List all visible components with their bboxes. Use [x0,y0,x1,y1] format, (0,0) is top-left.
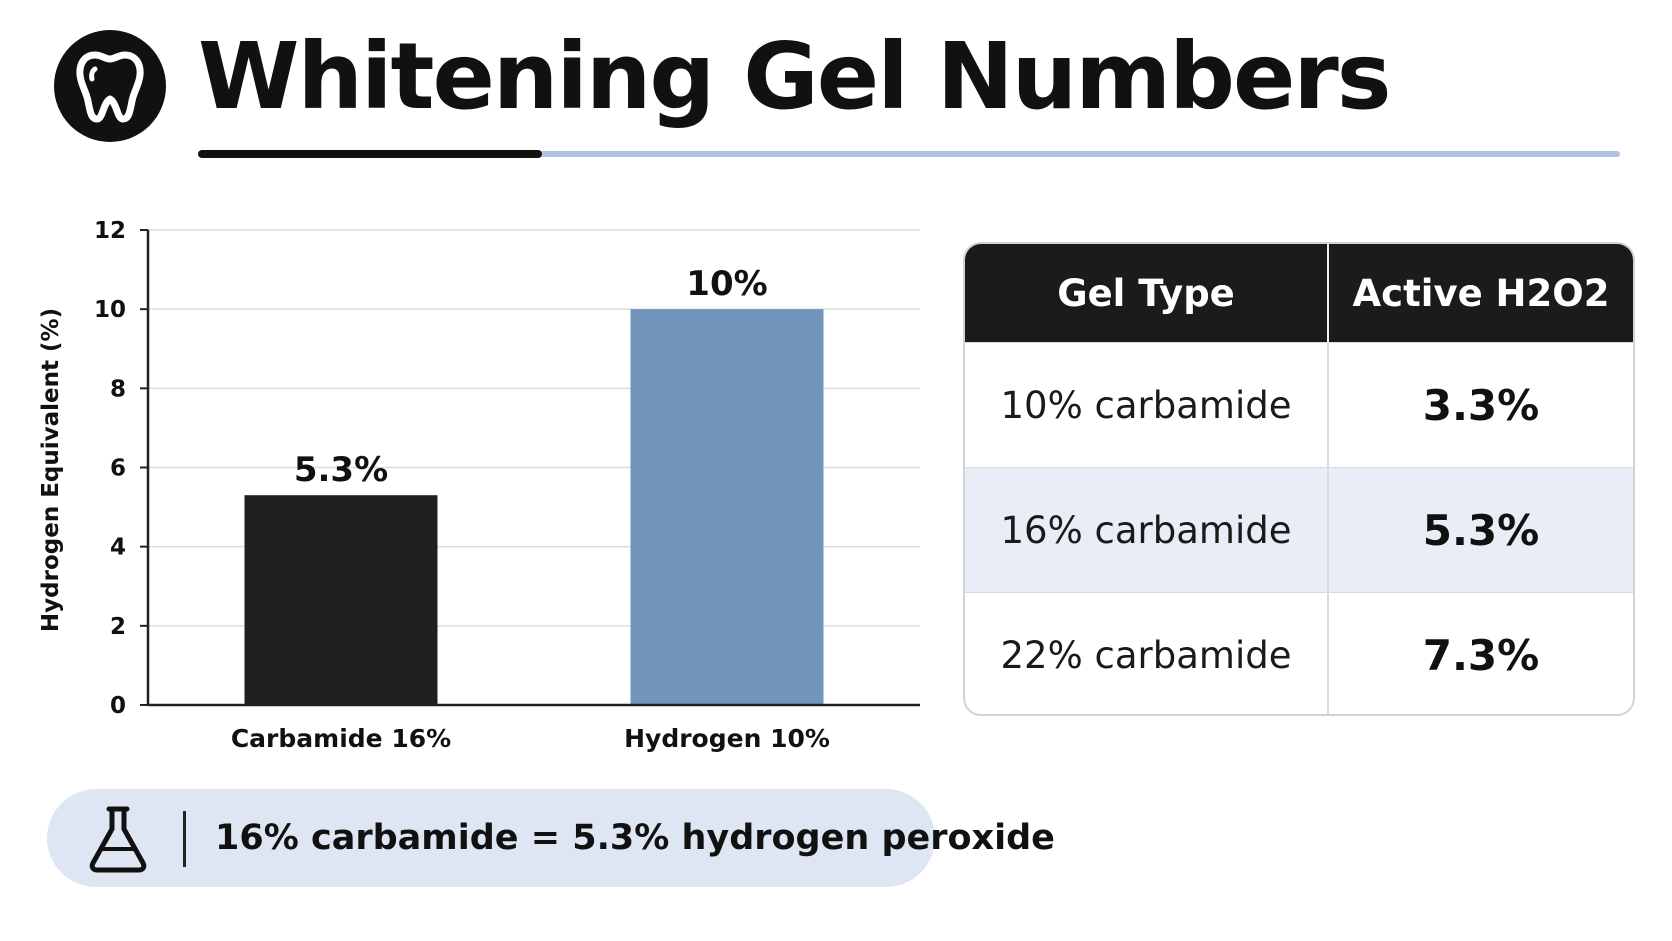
gel-table: Gel Type Active H2O2 10% carbamide 3.3% … [965,244,1633,714]
bar-data-label: 5.3% [294,450,388,490]
y-tick-label: 10 [94,297,126,323]
title-underline-accent [198,150,542,158]
tooth-icon [54,30,166,142]
column-header-gel-type: Gel Type [965,244,1329,343]
title-underline [198,151,1620,157]
note-divider [183,811,186,867]
gel-type-cell: 22% carbamide [965,592,1329,714]
y-tick-label: 2 [110,614,126,640]
active-h2o2-cell: 5.3% [1328,467,1633,593]
x-tick-label: Carbamide 16% [231,724,451,753]
y-tick-label: 4 [110,535,126,561]
table-row: 16% carbamide 5.3% [965,467,1633,593]
x-tick-label: Hydrogen 10% [624,724,830,753]
bar [244,495,438,705]
bar [630,309,824,705]
y-tick-label: 6 [110,456,126,482]
note-text: 16% carbamide = 5.3% hydrogen peroxide [215,818,1055,858]
bar-data-label: 10% [686,264,767,304]
gel-type-cell: 10% carbamide [965,342,1329,468]
y-axis-label: Hydrogen Equivalent (%) [38,308,64,632]
gel-table-card: Gel Type Active H2O2 10% carbamide 3.3% … [963,242,1635,716]
active-h2o2-cell: 7.3% [1328,592,1633,714]
header: Whitening Gel Numbers [0,0,1672,170]
page-title: Whitening Gel Numbers [198,23,1392,130]
bar-chart: 5.3% 10% 0 2 4 6 8 10 12 Carbamide 16% Hydrogen 1… [0,200,940,760]
conversion-note: 16% carbamide = 5.3% hydrogen peroxide [47,789,1055,887]
axes: 0 2 4 6 8 10 12 Carbamide 16% Hydrogen 10% [94,218,920,753]
y-tick-label: 12 [94,218,126,244]
table-row: 10% carbamide 3.3% [965,342,1633,468]
gel-type-cell: 16% carbamide [965,467,1329,593]
bars: 5.3% 10% [244,264,824,705]
bar-chart-svg: 5.3% 10% 0 2 4 6 8 10 12 Carbamide 16% Hydrogen 1… [38,218,920,753]
y-tick-label: 0 [110,693,126,719]
table-row: 22% carbamide 7.3% [965,592,1633,714]
column-header-active-h2o2: Active H2O2 [1328,244,1633,343]
y-tick-label: 8 [110,376,126,402]
flask-icon [83,803,153,875]
active-h2o2-cell: 3.3% [1328,342,1633,468]
table-header-row: Gel Type Active H2O2 [965,244,1633,343]
